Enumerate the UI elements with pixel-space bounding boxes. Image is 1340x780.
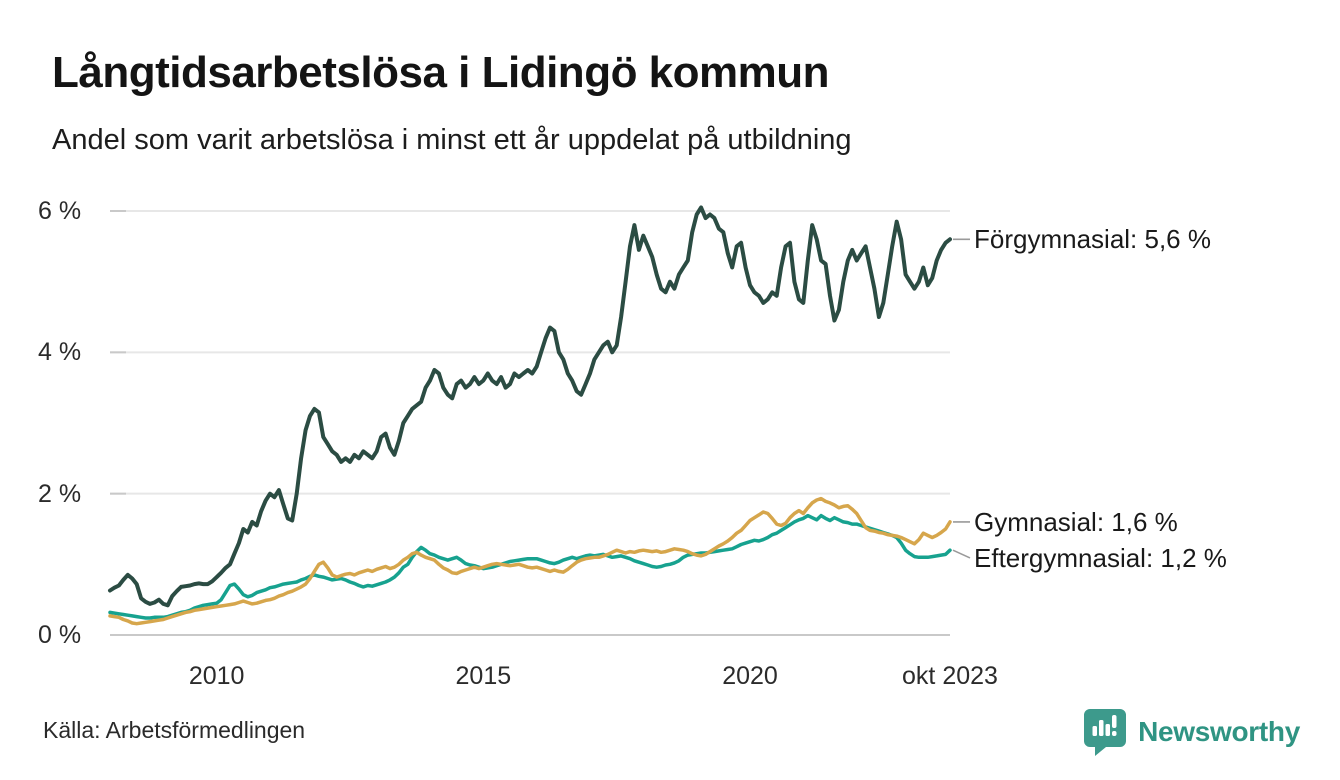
speech-bubble-shape: [1084, 709, 1127, 756]
y-tick-label: 4 %: [38, 338, 82, 367]
bar-chart-speech-bubble-icon: [1084, 709, 1127, 756]
bar-glyph: [1099, 720, 1104, 736]
series-label-förgymnasial: Förgymnasial: 5,6 %: [974, 224, 1211, 255]
series-line-eftergymnasial: [108, 513, 952, 620]
series-label-eftergymnasial: Eftergymnasial: 1,2 %: [974, 542, 1227, 573]
chart-subtitle: Andel som varit arbetslösa i minst ett å…: [52, 124, 852, 156]
y-tick-label: 6 %: [38, 197, 82, 225]
y-tick-label: 2 %: [38, 479, 82, 508]
exclamation-dot: [1112, 731, 1117, 736]
series-line-gymnasial: [108, 496, 952, 626]
bar-glyph: [1092, 726, 1098, 736]
source-note: Källa: Arbetsförmedlingen: [43, 717, 306, 743]
x-tick-label: 2015: [455, 662, 512, 690]
series-line-förgymnasial: [108, 205, 952, 608]
y-tick-label: 0 %: [38, 621, 82, 649]
exclamation-bar: [1112, 715, 1117, 728]
label-connector: [952, 549, 971, 559]
x-tick-label: okt 2023: [902, 662, 998, 690]
newsworthy-logo[interactable]: Newsworthy: [1084, 706, 1300, 758]
series-label-gymnasial: Gymnasial: 1,6 %: [974, 506, 1178, 537]
page-title: Långtidsarbetslösa i Lidingö kommun: [52, 48, 830, 97]
x-tick-label: 2010: [188, 662, 245, 690]
brand-name: Newsworthy: [1138, 716, 1300, 747]
bar-glyph: [1105, 724, 1111, 736]
x-tick-label: 2020: [722, 662, 778, 690]
